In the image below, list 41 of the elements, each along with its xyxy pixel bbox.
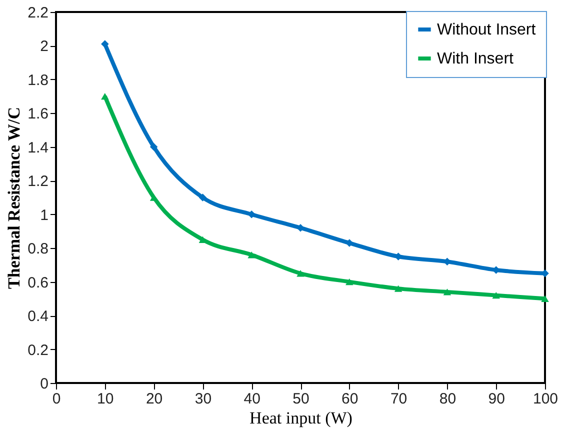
- y-tick-label: 0.4: [28, 308, 48, 326]
- x-tick-label: 20: [146, 390, 163, 408]
- x-axis-title: Heat input (W): [250, 408, 352, 428]
- y-tick-label: 0: [40, 376, 48, 392]
- y-axis-title: Thermal Resistance W/C: [4, 107, 24, 289]
- y-tick-label: 1.4: [28, 139, 48, 156]
- point: [296, 224, 304, 232]
- x-tick-label: 90: [488, 390, 505, 408]
- y-tick-label: 0.6: [28, 274, 48, 292]
- y-tick-label: 1.6: [28, 106, 48, 123]
- y-tick-label: 2: [40, 38, 48, 56]
- x-tick-label: 60: [342, 390, 358, 408]
- point: [296, 270, 304, 277]
- point: [346, 239, 354, 247]
- y-tick-label: 1.8: [28, 72, 48, 89]
- x-tick-label: 70: [390, 390, 408, 408]
- point: [248, 251, 256, 258]
- y-tick-label: 1.2: [28, 173, 48, 190]
- point: [101, 92, 109, 100]
- point: [150, 143, 158, 151]
- legend-label: Without Insert: [437, 22, 536, 38]
- x-tick-label: 80: [439, 390, 456, 408]
- point: [492, 292, 500, 299]
- point: [443, 288, 452, 296]
- point: [541, 295, 549, 302]
- y-tick-label: 1: [40, 206, 48, 224]
- point: [394, 285, 402, 292]
- y-tick-label: 2.2: [28, 4, 48, 22]
- x-tick-label: 40: [244, 390, 260, 408]
- point: [101, 40, 109, 48]
- point: [248, 210, 256, 218]
- x-tick-label: 10: [97, 390, 114, 408]
- y-tick-label: 0.2: [28, 342, 48, 359]
- point: [198, 194, 207, 202]
- y-tick-label: 0.8: [28, 240, 48, 258]
- x-tick-label: 50: [292, 390, 310, 408]
- point: [346, 278, 354, 286]
- x-tick-label: 30: [194, 390, 212, 408]
- legend-label: With Insert: [437, 50, 514, 68]
- x-tick-label: 100: [532, 390, 558, 408]
- x-tick-label: 0: [52, 390, 61, 408]
